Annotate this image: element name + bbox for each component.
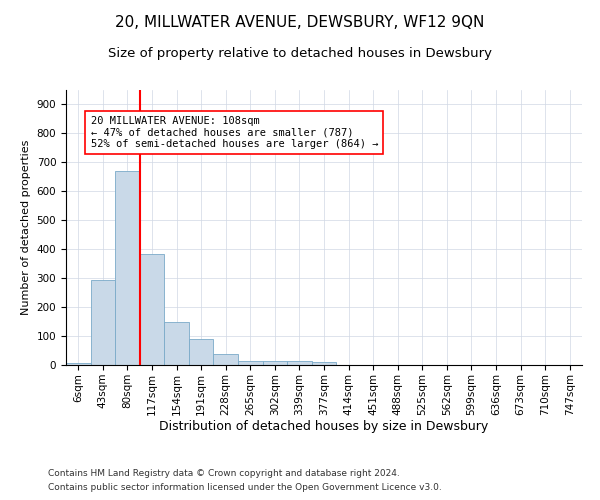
Text: 20, MILLWATER AVENUE, DEWSBURY, WF12 9QN: 20, MILLWATER AVENUE, DEWSBURY, WF12 9QN	[115, 15, 485, 30]
Bar	[263, 361, 287, 365]
Bar	[115, 171, 140, 365]
Text: 20 MILLWATER AVENUE: 108sqm
← 47% of detached houses are smaller (787)
52% of se: 20 MILLWATER AVENUE: 108sqm ← 47% of det…	[91, 116, 378, 150]
Bar	[189, 339, 214, 365]
Y-axis label: Number of detached properties: Number of detached properties	[21, 140, 31, 315]
Text: Contains HM Land Registry data © Crown copyright and database right 2024.: Contains HM Land Registry data © Crown c…	[48, 468, 400, 477]
Bar	[66, 362, 91, 365]
Bar	[214, 354, 238, 365]
X-axis label: Distribution of detached houses by size in Dewsbury: Distribution of detached houses by size …	[160, 420, 488, 434]
Bar	[287, 361, 312, 365]
Bar	[91, 280, 115, 365]
Bar	[140, 254, 164, 365]
Text: Contains public sector information licensed under the Open Government Licence v3: Contains public sector information licen…	[48, 484, 442, 492]
Bar	[238, 360, 263, 365]
Bar	[164, 322, 189, 365]
Bar	[312, 362, 336, 365]
Text: Size of property relative to detached houses in Dewsbury: Size of property relative to detached ho…	[108, 48, 492, 60]
